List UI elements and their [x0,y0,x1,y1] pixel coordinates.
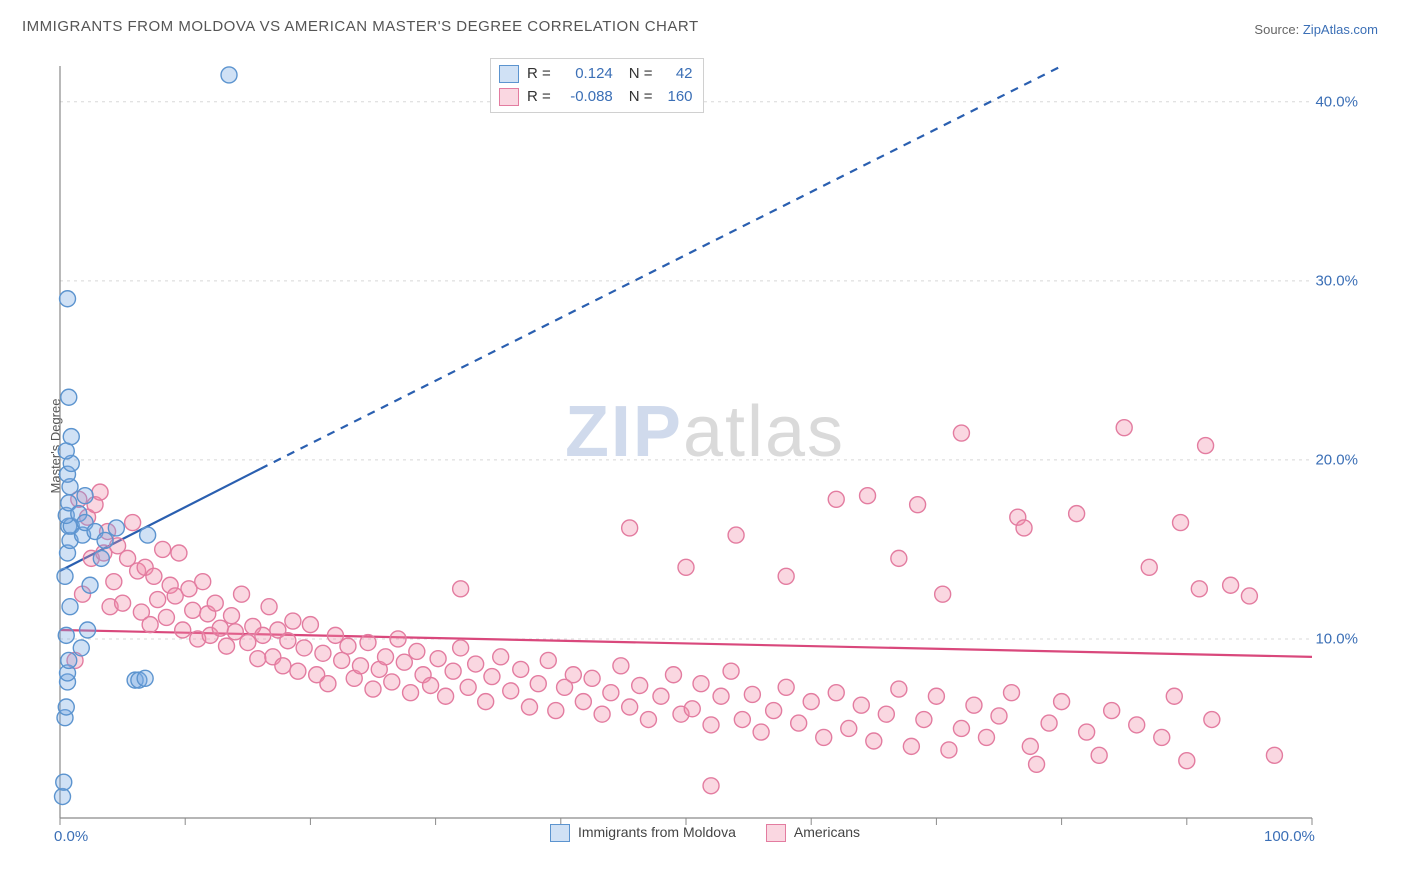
legend-swatch [499,88,519,106]
source-link[interactable]: ZipAtlas.com [1303,22,1378,37]
legend-swatch [550,824,570,842]
bottom-legend-item-moldova: Immigrants from Moldova [550,824,736,842]
y-tick-label: 30.0% [1315,272,1358,289]
legend-swatch [499,65,519,83]
scatter-chart-svg [50,58,1360,838]
y-tick-label: 20.0% [1315,451,1358,468]
legend-row-moldova: R =0.124N =42 [499,63,693,86]
y-tick-label: 10.0% [1315,630,1358,647]
correlation-legend: R =0.124N =42R =-0.088N =160 [490,58,704,113]
source-attribution: Source: ZipAtlas.com [1254,22,1378,37]
source-label: Source: [1254,22,1299,37]
legend-label: Americans [794,824,860,840]
legend-text: R =-0.088N =160 [527,86,693,109]
legend-swatch [766,824,786,842]
series-legend: Immigrants from Moldova Americans [50,824,1360,842]
legend-label: Immigrants from Moldova [578,824,736,840]
y-tick-label: 40.0% [1315,93,1358,110]
bottom-legend-item-americans: Americans [766,824,860,842]
chart-title: IMMIGRANTS FROM MOLDOVA VS AMERICAN MAST… [22,18,699,35]
legend-row-americans: R =-0.088N =160 [499,86,693,109]
chart-area: ZIPatlas R =0.124N =42R =-0.088N =160 10… [50,58,1360,838]
legend-text: R =0.124N =42 [527,63,693,86]
